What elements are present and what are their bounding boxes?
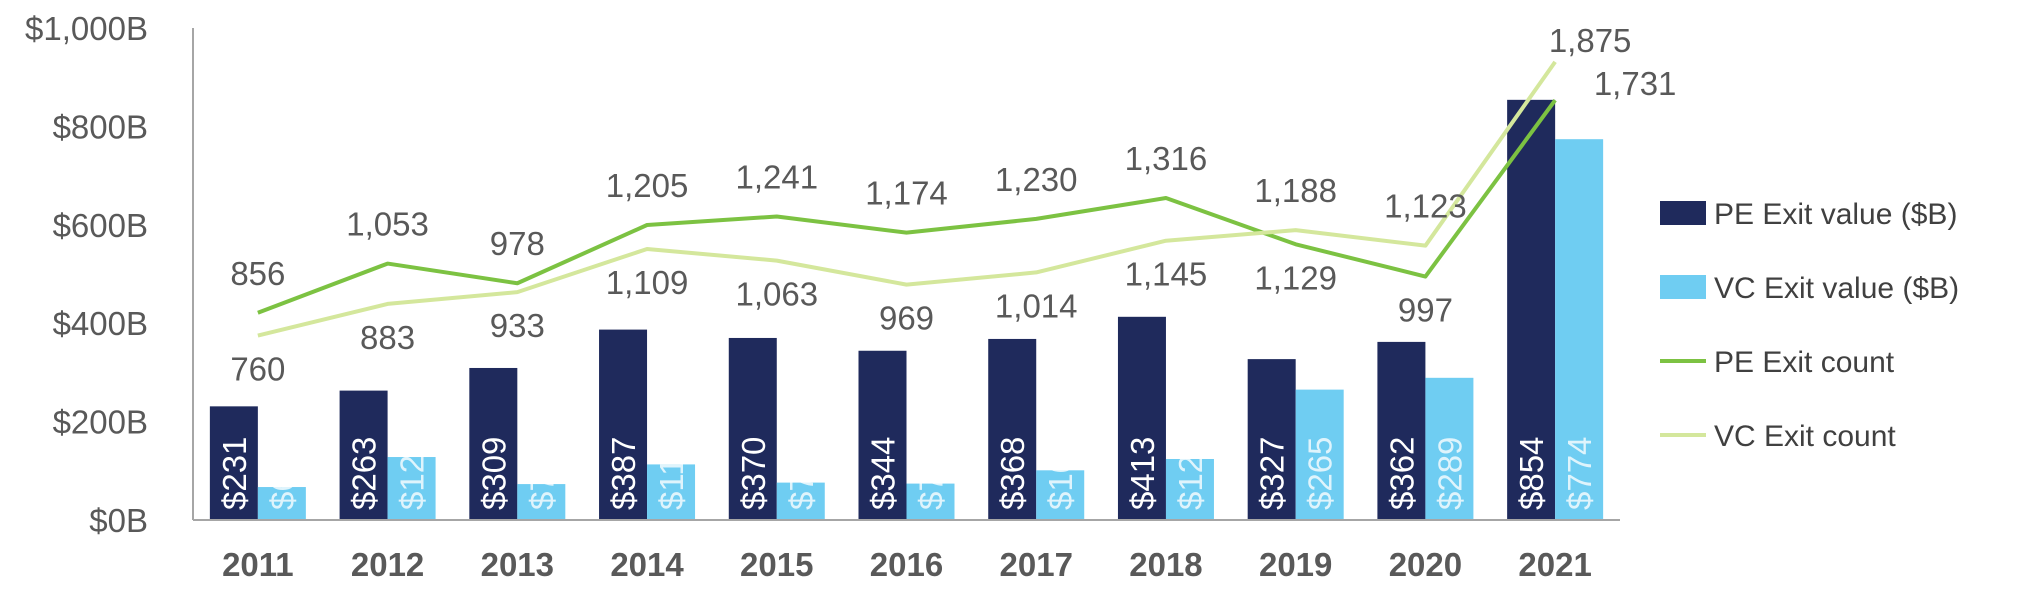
pe-bar-value-label: $231 — [216, 437, 253, 510]
bar-group — [209, 99, 1604, 520]
vc-bar-value-label: $101 — [1042, 437, 1079, 510]
x-tick-label: 2014 — [610, 546, 684, 583]
vc-bar-value-label: $774 — [1561, 437, 1598, 510]
pe-exit-count-line — [257, 99, 1557, 315]
pe-exit-count-label: 1,731 — [1594, 65, 1677, 102]
vc-exit-count-label: 1,145 — [1125, 256, 1208, 293]
y-axis-ticks: $0B $200B $400B $600B $800B $1,000B — [25, 10, 148, 539]
vc-exit-value-bar — [906, 483, 955, 520]
pe-bar-value-label: $362 — [1383, 437, 1420, 510]
vc-exit-count-label: 760 — [230, 351, 285, 388]
pe-bar-value-label: $413 — [1124, 437, 1161, 510]
vc-bar-value-label: $73 — [523, 455, 560, 510]
vc-exit-count-line — [257, 60, 1557, 338]
bar-labels: $231 $67 $263 $128 $309 $73 $387 $113 $370 $76 $34… — [216, 437, 1598, 510]
pe-exit-count-label: 1,174 — [865, 175, 948, 212]
pe-exit-value-bar — [988, 338, 1037, 520]
vc-exit-count-label: 1,014 — [995, 287, 1078, 324]
vc-exit-count-label: 1,875 — [1549, 22, 1632, 59]
y-tick-label: $1,000B — [25, 10, 148, 47]
x-tick-label: 2015 — [740, 546, 813, 583]
pe-exit-count-label: 1,316 — [1125, 140, 1208, 177]
pe-bar-value-label: $370 — [735, 437, 772, 510]
vc-exit-value-bar — [517, 484, 566, 520]
y-tick-label: $200B — [53, 404, 148, 441]
y-tick-label: $800B — [53, 108, 148, 145]
pe-exit-count-label: 1,129 — [1254, 259, 1337, 296]
vc-bar-value-label: $289 — [1431, 437, 1468, 510]
pe-exit-count-label: 1,053 — [346, 206, 429, 243]
x-tick-label: 2019 — [1259, 546, 1332, 583]
pe-bar-value-label: $854 — [1513, 437, 1550, 510]
pe-exit-count-label: 978 — [490, 225, 545, 262]
vc-exit-count-label: 969 — [879, 300, 934, 337]
pe-exit-value-bar — [599, 329, 648, 520]
x-tick-label: 2020 — [1389, 546, 1462, 583]
vc-bar-value-label: $265 — [1302, 437, 1339, 510]
pe-bar-value-label: $368 — [994, 437, 1031, 510]
vc-bar-value-label: $113 — [653, 439, 690, 510]
legend-vc-exit-value-label: VC Exit value ($B) — [1714, 272, 1959, 305]
pe-bar-value-label: $327 — [1254, 437, 1291, 510]
legend-vc-exit-value-swatch — [1660, 275, 1706, 299]
vc-bar-value-label: $67 — [264, 455, 301, 510]
pe-exit-count-label: 1,230 — [995, 161, 1078, 198]
x-tick-label: 2018 — [1129, 546, 1202, 583]
x-tick-label: 2017 — [1000, 546, 1073, 583]
pe-exit-value-bar — [858, 350, 907, 520]
vc-exit-count-label: 1,188 — [1254, 172, 1337, 209]
pe-exit-value-bar — [469, 367, 518, 520]
x-tick-label: 2021 — [1518, 546, 1591, 583]
y-tick-label: $600B — [53, 207, 148, 244]
vc-exit-count-label: 933 — [490, 307, 545, 344]
line-group — [257, 60, 1557, 338]
vc-bar-value-label: $128 — [394, 437, 431, 510]
x-tick-label: 2016 — [870, 546, 943, 583]
vc-exit-value-bar — [387, 457, 436, 520]
y-tick-label: $400B — [53, 305, 148, 342]
pe-exit-value-bar — [339, 390, 388, 520]
x-axis-labels: 2011 2012 2013 2014 2015 2016 2017 2018 2019 2020… — [222, 546, 1592, 583]
pe-exit-value-bar — [1377, 341, 1426, 520]
pe-exit-value-bar — [1507, 99, 1556, 520]
x-tick-label: 2013 — [481, 546, 554, 583]
legend-pe-exit-value-label: PE Exit value ($B) — [1714, 198, 1957, 231]
legend: PE Exit value ($B) VC Exit value ($B) PE E… — [1660, 198, 1959, 453]
y-tick-label: $0B — [89, 502, 148, 539]
legend-pe-exit-value-swatch — [1660, 201, 1706, 225]
x-tick-label: 2012 — [351, 546, 424, 583]
vc-bar-value-label: $124 — [1172, 437, 1209, 510]
vc-exit-count-label: 883 — [360, 319, 415, 356]
vc-exit-count-label: 1,109 — [606, 264, 689, 301]
vc-exit-count-label: 1,063 — [735, 276, 818, 313]
vc-exit-value-bar — [776, 482, 825, 520]
pe-exit-count-label: 997 — [1398, 292, 1453, 329]
pe-exit-value-bar — [1117, 316, 1166, 520]
pe-exit-count-label: 1,241 — [735, 159, 818, 196]
vc-exit-value-bar — [1295, 389, 1344, 520]
vc-exit-value-bar — [647, 464, 696, 520]
legend-pe-exit-count-label: PE Exit count — [1714, 346, 1895, 379]
legend-vc-exit-count-label: VC Exit count — [1714, 420, 1896, 453]
vc-exit-value-bar — [1165, 458, 1214, 520]
pe-exit-value-bar — [1247, 359, 1296, 520]
pe-exit-count-label: 856 — [230, 255, 285, 292]
count-labels: 856 760 1,053 883 978 933 1,205 1,109 1,241 1,063… — [230, 22, 1676, 388]
pe-bar-value-label: $263 — [346, 437, 383, 510]
pe-exit-value-bar — [728, 337, 777, 520]
pe-bar-value-label: $309 — [475, 437, 512, 510]
pe-exit-count-label: 1,205 — [606, 167, 689, 204]
vc-exit-count-label: 1,123 — [1384, 188, 1467, 225]
vc-exit-value-bar — [257, 487, 306, 520]
vc-bar-value-label: $76 — [783, 455, 820, 510]
vc-exit-value-bar — [1425, 377, 1474, 520]
pe-bar-value-label: $344 — [865, 437, 902, 510]
pe-bar-value-label: $387 — [605, 437, 642, 510]
vc-exit-value-bar — [1555, 139, 1604, 520]
x-tick-label: 2011 — [222, 546, 294, 583]
pe-exit-value-bar — [209, 406, 258, 520]
vc-bar-value-label: $74 — [913, 455, 950, 510]
vc-exit-value-bar — [1036, 470, 1085, 520]
